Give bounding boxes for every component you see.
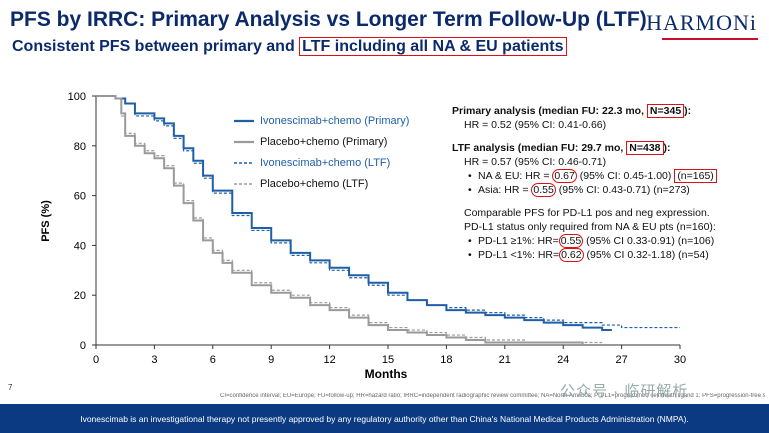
x-axis-label: Months [365, 367, 408, 381]
results-notes: Primary analysis (median FU: 22.3 mo, N=… [452, 104, 764, 262]
chart-legend: Ivonescimab+chemo (Primary) Placebo+chem… [234, 110, 409, 194]
pdl1-pos-hr-circle: 0.55 [558, 234, 584, 248]
legend-label: Placebo+chemo (Primary) [260, 135, 388, 148]
legend-item: Placebo+chemo (LTF) [234, 173, 409, 194]
pdl1-neg-hr-circle: 0.62 [559, 248, 584, 262]
pdl1-note-2: PD-L1 status only required from NA & EU … [464, 221, 716, 233]
asia-hr-circle: 0.55 [531, 183, 556, 197]
y-tick-label: 80 [74, 141, 86, 153]
ltf-hr: HR = 0.57 (95% CI: 0.46-0.71) [464, 156, 607, 168]
y-tick-label: 100 [68, 91, 86, 103]
x-tick-label: 9 [268, 354, 274, 366]
x-tick-label: 21 [499, 354, 511, 366]
naeu-hr-circle: 0.67 [552, 169, 577, 183]
legend-label: Placebo+chemo (LTF) [260, 177, 369, 190]
x-tick-label: 24 [557, 354, 569, 366]
naeu-n-box: (n=165) [674, 169, 717, 183]
x-tick-label: 27 [615, 354, 627, 366]
km-curve-0 [96, 95, 612, 332]
chart-lines [96, 95, 680, 346]
legend-swatch [234, 119, 254, 122]
km-curve-1 [96, 95, 603, 346]
slide-subtitle: Consistent PFS between primary and LTF i… [12, 37, 567, 56]
disclaimer-bar: Ivonescimab is an investigational therap… [0, 404, 769, 433]
legend-swatch [234, 161, 254, 164]
page-number: 7 [8, 383, 13, 392]
legend-swatch [234, 182, 254, 185]
pdl1-negative: PD-L1 <1%: HR=0.62 (95% CI 0.32-1.18) (n… [452, 248, 764, 262]
harmoni-logo: HARMONi [646, 10, 757, 35]
abbreviations-footnote: CI=confidence interval; EU=Europe; FU=fo… [220, 393, 765, 399]
km-curve-3 [96, 95, 603, 344]
y-tick-label: 20 [74, 290, 86, 302]
pdl1-note-1: Comparable PFS for PD-L1 pos and neg exp… [464, 207, 710, 219]
x-tick-label: 12 [323, 354, 335, 366]
subtitle-text: Consistent PFS between primary and [12, 38, 300, 55]
ltf-analysis-header: LTF analysis (median FU: 29.7 mo, N=438)… [452, 141, 671, 155]
primary-analysis-header: Primary analysis (median FU: 22.3 mo, N=… [452, 104, 692, 118]
ltf-n-box: N=438 [626, 141, 664, 155]
km-curve-2 [96, 95, 680, 329]
x-tick-label: 30 [674, 354, 686, 366]
km-chart: 0 3 6 9 12 15 18 21 24 27 30 0 20 40 60 80 100 PFS (%) M… [40, 91, 686, 381]
primary-hr: HR = 0.52 (95% CI: 0.41-0.66) [464, 119, 607, 131]
primary-n-box: N=345 [646, 104, 685, 118]
y-tick-label: 0 [80, 340, 86, 352]
x-tick-label: 3 [151, 354, 157, 366]
x-tick-label: 18 [440, 354, 452, 366]
legend-item: Ivonescimab+chemo (LTF) [234, 152, 409, 173]
wechat-watermark: 公众号 · 临研解析 [560, 383, 689, 400]
asia-subgroup: Asia: HR = 0.55 (95% CI: 0.43-0.71) (n=2… [452, 183, 764, 197]
logo-underline [662, 38, 758, 40]
slide-title: PFS by IRRC: Primary Analysis vs Longer … [10, 8, 647, 31]
x-tick-label: 6 [210, 354, 216, 366]
legend-item: Ivonescimab+chemo (Primary) [234, 110, 409, 131]
y-axis-label: PFS (%) [40, 200, 52, 242]
legend-swatch [234, 140, 254, 143]
disclaimer-text: Ivonescimab is an investigational therap… [80, 413, 689, 424]
y-tick-label: 60 [74, 191, 86, 203]
subtitle-highlight: LTF including all NA & EU patients [299, 37, 567, 56]
legend-item: Placebo+chemo (Primary) [234, 131, 409, 152]
naeu-subgroup: NA & EU: HR = 0.67 (95% CI: 0.45-1.00) (… [452, 169, 764, 183]
y-tick-label: 40 [74, 240, 86, 252]
legend-label: Ivonescimab+chemo (LTF) [260, 156, 391, 169]
x-tick-label: 15 [382, 354, 394, 366]
x-tick-label: 0 [93, 354, 99, 366]
legend-label: Ivonescimab+chemo (Primary) [260, 114, 410, 127]
pdl1-positive: PD-L1 ≥1%: HR=0.55 (95% CI 0.33-0.91) (n… [452, 234, 764, 248]
